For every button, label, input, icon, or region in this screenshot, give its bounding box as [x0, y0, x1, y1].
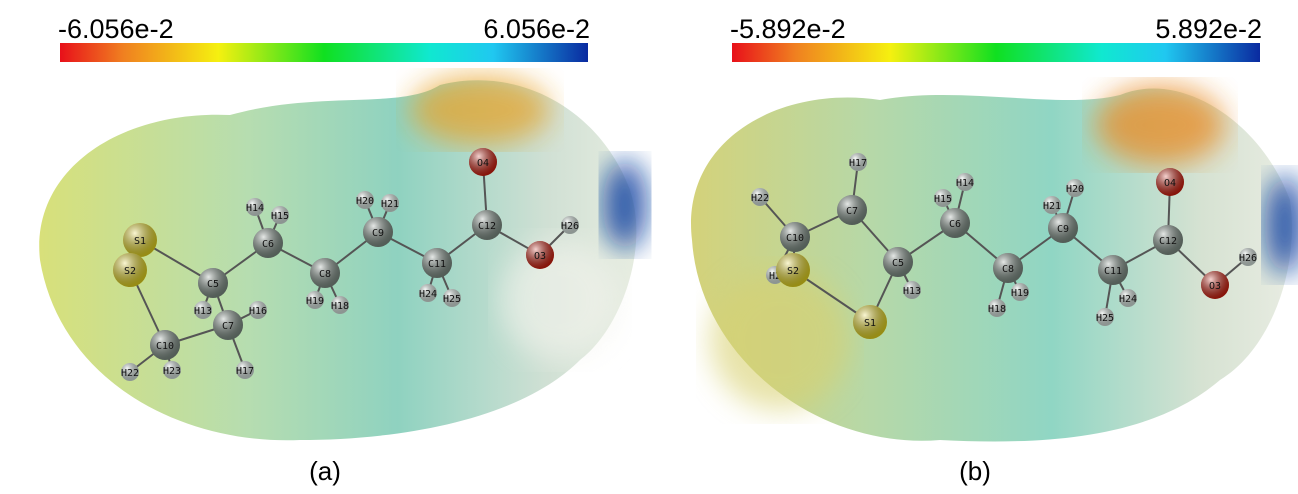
atom-label: C7 [222, 321, 234, 332]
atom-label: H20 [1066, 184, 1084, 195]
atom-label: O3 [1209, 281, 1221, 292]
atom-label: C6 [262, 239, 274, 250]
atom-label: H18 [988, 304, 1006, 315]
colorbar-min: -5.892e-2 [730, 14, 846, 44]
atom-label: O3 [534, 251, 546, 262]
colorbar-min: -6.056e-2 [58, 14, 174, 44]
atom-label: C10 [786, 233, 804, 244]
atom-label: H20 [356, 196, 374, 207]
atom-label: C11 [1104, 266, 1122, 277]
atom-label: O4 [1164, 178, 1176, 189]
figure: S1 S2 C5 C6 H14 H15 C7 H16 H17 H13 C10 H22 H23 C8 H19 H… [0, 0, 1298, 494]
atom-label: H13 [903, 286, 921, 297]
atom-label: C12 [478, 221, 496, 232]
atom-label: C9 [372, 228, 384, 239]
colorbar-max: 5.892e-2 [1155, 14, 1262, 44]
atom-label: H25 [1096, 313, 1114, 324]
atom-label: H18 [331, 301, 349, 312]
atom-label: H26 [1239, 253, 1257, 264]
colorbar [732, 43, 1260, 62]
atom-label: H22 [751, 193, 769, 204]
caption: (a) [309, 456, 341, 486]
atom-label: H23 [163, 366, 181, 377]
atom-label: H15 [271, 211, 289, 222]
atom-label: C8 [1002, 264, 1014, 275]
atom-label: S1 [864, 318, 876, 329]
atom-label: H24 [1119, 294, 1137, 305]
colorbar-max: 6.056e-2 [483, 14, 590, 44]
colorbar [60, 43, 588, 62]
atom-label: H19 [306, 296, 324, 307]
atom-label: H14 [246, 203, 264, 214]
atom-label: C12 [1159, 236, 1177, 247]
atom-label: S2 [787, 266, 799, 277]
atom-label: C9 [1057, 224, 1069, 235]
atom-label: H17 [849, 158, 867, 169]
atom-label: C6 [949, 219, 961, 230]
atom-label: H14 [956, 178, 974, 189]
atom-label: C5 [207, 279, 219, 290]
atom-label: H25 [443, 294, 461, 305]
atom-label: H21 [381, 199, 399, 210]
atom-label: H15 [934, 194, 952, 205]
caption: (b) [959, 456, 991, 486]
atom-label: H17 [236, 366, 254, 377]
atom-label: H16 [249, 306, 267, 317]
atom-label: C11 [428, 259, 446, 270]
atom-label: H24 [419, 289, 437, 300]
atom-label: H19 [1011, 288, 1029, 299]
atom-label: C8 [319, 269, 331, 280]
atom-label: C7 [846, 206, 858, 217]
atom-label: C10 [156, 341, 174, 352]
atom-label: H21 [1043, 201, 1061, 212]
atom-label: H13 [194, 306, 212, 317]
atom-label: H22 [121, 368, 139, 379]
atom-label: C5 [892, 258, 904, 269]
atom-label: S2 [124, 266, 136, 277]
atom-label: S1 [134, 236, 146, 247]
atom-label: O4 [477, 158, 489, 169]
atom-label: H26 [561, 221, 579, 232]
